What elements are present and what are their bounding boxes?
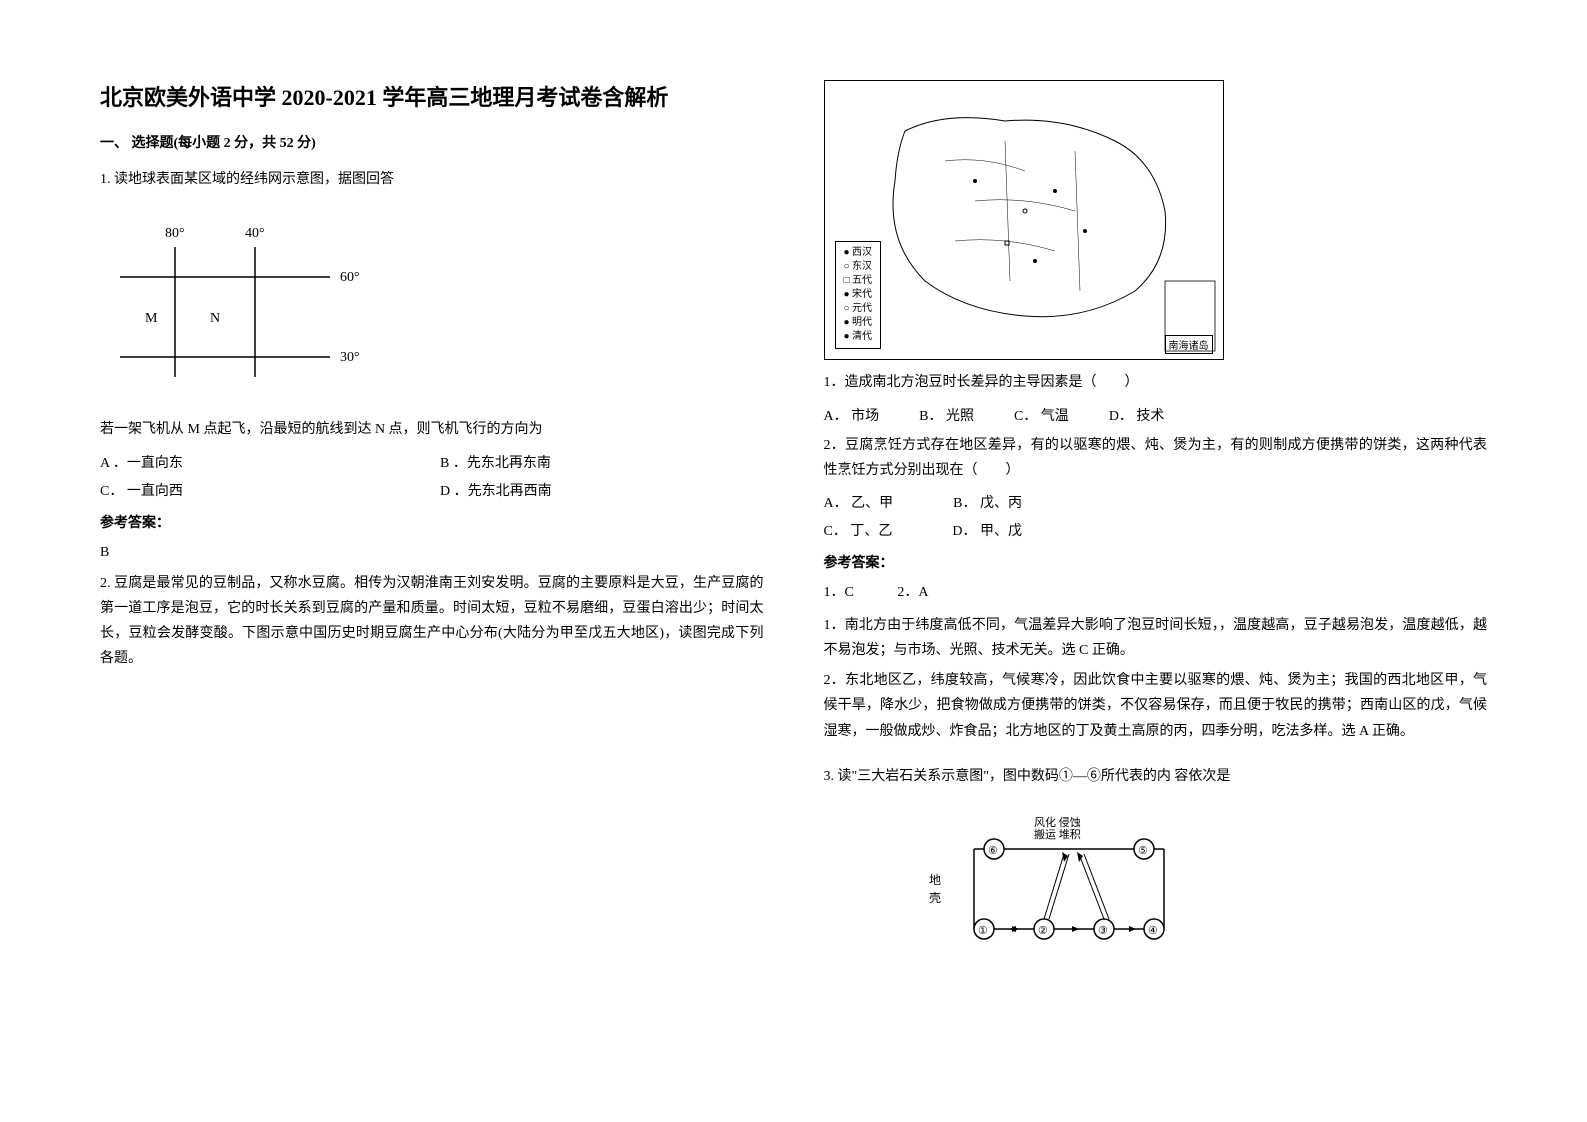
map-legend: ● 西汉 ○ 东汉 □ 五代 ● 宋代 ○ 元代 ● 明代 ● 清代 [835, 241, 882, 349]
q2-sub1-d: D． 技术 [1109, 405, 1165, 425]
q2-sub2-d: D． 甲、戊 [952, 520, 1022, 540]
point-n: N [210, 311, 220, 326]
q2-sub2-choices-r2: C． 丁、乙 D． 甲、戊 [824, 520, 1488, 540]
node-4: ④ [1148, 925, 1158, 937]
q2-sub1: 1．造成南北方泡豆时长差异的主导因素是（ ） [824, 370, 1488, 395]
lon-label-1: 80° [165, 226, 185, 241]
lat-lon-grid: 80° 40° 60° 30° M N [100, 217, 380, 397]
q2-prompt: 2. 豆腐是最常见的豆制品，又称水豆腐。相传为汉朝淮南王刘安发明。豆腐的主要原料… [100, 571, 764, 672]
section-header: 一、 选择题(每小题 2 分，共 52 分) [100, 132, 764, 152]
q2-sub1-c: C． 气温 [1014, 405, 1069, 425]
node-6: ⑥ [988, 845, 998, 857]
q1-answer-label: 参考答案： [100, 512, 764, 532]
q2-answer-label: 参考答案： [824, 552, 1488, 572]
point-m: M [145, 311, 158, 326]
node-5: ⑤ [1138, 845, 1148, 857]
map-svg [825, 81, 1223, 359]
q2-sub1-a: A． 市场 [824, 405, 880, 425]
lat-label-1: 60° [340, 270, 360, 285]
q2-answer-1: 1．C [824, 585, 854, 600]
node-2: ② [1038, 925, 1048, 937]
legend-item-2: ○ 东汉 [844, 260, 873, 274]
q1-prompt: 1. 读地球表面某区域的经纬网示意图，据图回答 [100, 167, 764, 192]
legend-item-6: ● 明代 [844, 316, 873, 330]
q2-explain-1: 1．南北方由于纬度高低不同，气温差异大影响了泡豆时间长短，，温度越高，豆子越易泡… [824, 613, 1488, 663]
q2-answer-2: 2．A [897, 585, 928, 600]
south-sea-label: 南海诸岛 [1165, 335, 1213, 354]
legend-item-4: ● 宋代 [844, 288, 873, 302]
q1-choices-row2: C． 一直向西 D ．先东北再西南 [100, 480, 764, 500]
left-column: 北京欧美外语中学 2020-2021 学年高三地理月考试卷含解析 一、 选择题(… [100, 80, 764, 974]
top-label-2: 搬运 堆积 [1034, 827, 1081, 841]
q3-prompt: 3. 读"三大岩石关系示意图"，图中数码①—⑥所代表的内 容依次是 [824, 764, 1488, 789]
legend-item-5: ○ 元代 [844, 302, 873, 316]
node-1: ① [978, 925, 988, 937]
q1-diagram: 80° 40° 60° 30° M N [100, 217, 380, 397]
top-label-1: 风化 侵蚀 [1034, 815, 1081, 829]
q2-sub2-a: A． 乙、甲 [824, 492, 894, 512]
q1-choice-c: C． 一直向西 [100, 480, 380, 500]
q1-choice-a: A ．一直向东 [100, 452, 380, 472]
lat-label-2: 30° [340, 350, 360, 365]
q1-choice-d: D ．先东北再西南 [440, 480, 552, 500]
exam-title: 北京欧美外语中学 2020-2021 学年高三地理月考试卷含解析 [100, 80, 764, 112]
left-label-2: 壳 [929, 891, 941, 905]
q2-sub1-choices: A． 市场 B． 光照 C． 气温 D． 技术 [824, 405, 1488, 425]
left-label-1: 地 [929, 873, 941, 887]
q1-choices-row1: A ．一直向东 B ．先东北再东南 [100, 452, 764, 472]
china-map: ● 西汉 ○ 东汉 □ 五代 ● 宋代 ○ 元代 ● 明代 ● 清代 南海诸岛 [824, 80, 1224, 360]
q1-choice-b: B ．先东北再东南 [440, 452, 551, 472]
node-3: ③ [1098, 925, 1108, 937]
q3-diagram: 风化 侵蚀 搬运 堆积 地 壳 ⑥ ⑤ ① ② [924, 814, 1204, 954]
q2-explain-2: 2．东北地区乙，纬度较高，气候寒冷，因此饮食中主要以驱寒的煨、炖、煲为主；我国的… [824, 668, 1488, 744]
legend-item-7: ● 清代 [844, 330, 873, 344]
legend-item-1: ● 西汉 [844, 246, 873, 260]
q1-stem: 若一架飞机从 M 点起飞，沿最短的航线到达 N 点，则飞机飞行的方向为 [100, 417, 764, 442]
q2-sub2-choices-r1: A． 乙、甲 B． 戊、丙 [824, 492, 1488, 512]
q2-sub2: 2．豆腐烹饪方式存在地区差异，有的以驱寒的煨、炖、煲为主，有的则制成方便携带的饼… [824, 433, 1488, 483]
right-column: ● 西汉 ○ 东汉 □ 五代 ● 宋代 ○ 元代 ● 明代 ● 清代 南海诸岛 … [824, 80, 1488, 974]
q2-sub2-b: B． 戊、丙 [953, 492, 1022, 512]
q1-answer: B [100, 540, 764, 565]
legend-item-3: □ 五代 [844, 274, 873, 288]
lon-label-2: 40° [245, 226, 265, 241]
q2-answers: 1．C 2．A [824, 580, 1488, 605]
q2-sub2-c: C． 丁、乙 [824, 520, 893, 540]
rock-cycle-diagram: 风化 侵蚀 搬运 堆积 地 壳 ⑥ ⑤ ① ② [924, 814, 1204, 954]
q2-sub1-b: B． 光照 [919, 405, 974, 425]
